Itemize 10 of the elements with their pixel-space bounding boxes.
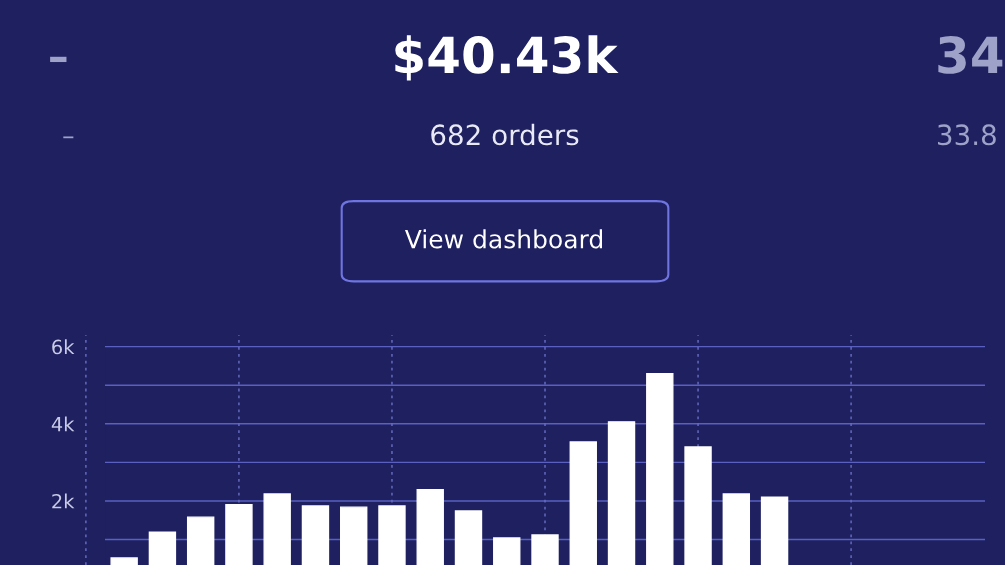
y-tick-label: 4k <box>51 416 75 432</box>
text: View dashboard <box>404 229 602 249</box>
text: – <box>50 56 67 63</box>
y-tick-label: 2k <box>52 493 75 509</box>
chart-title: $40.43k <box>395 35 619 81</box>
text: 33.8 <box>938 124 996 146</box>
text: – <box>63 136 74 139</box>
text: 34 <box>938 36 1003 74</box>
chart-subtitle: 682 orders <box>431 123 579 146</box>
y-tick-label: 6k <box>52 339 75 355</box>
